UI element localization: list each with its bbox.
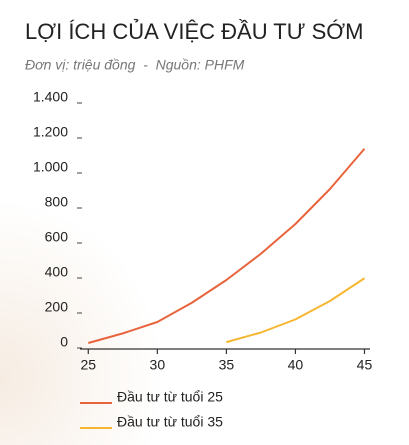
- y-tick-label: 600: [45, 229, 69, 245]
- series-line: [226, 277, 366, 344]
- x-tick-label: 40: [288, 357, 304, 373]
- y-tick-label: 200: [45, 299, 69, 315]
- y-tick-label: 1.200: [33, 124, 68, 140]
- y-tick-label: 1.400: [33, 89, 68, 105]
- x-tick-label: 25: [80, 357, 96, 373]
- y-tick-label: 1.000: [33, 159, 68, 175]
- chart-subtitle: Đơn vị: triệu đồng - Nguồn: PHFM: [25, 57, 245, 73]
- series-line: [88, 148, 366, 344]
- chart-title: LỢI ÍCH CỦA VIỆC ĐẦU TƯ SỚM: [25, 19, 364, 44]
- legend-label: Đầu tư từ tuổi 25: [117, 389, 223, 405]
- y-tick-label: 800: [45, 194, 69, 210]
- y-tick-label: 400: [45, 264, 69, 280]
- x-tick-label: 30: [150, 357, 166, 373]
- x-tick-label: 45: [357, 357, 373, 373]
- x-tick-label: 35: [219, 357, 235, 373]
- y-tick-label: 0: [60, 334, 68, 350]
- legend-label: Đầu tư từ tuổi 35: [117, 414, 223, 430]
